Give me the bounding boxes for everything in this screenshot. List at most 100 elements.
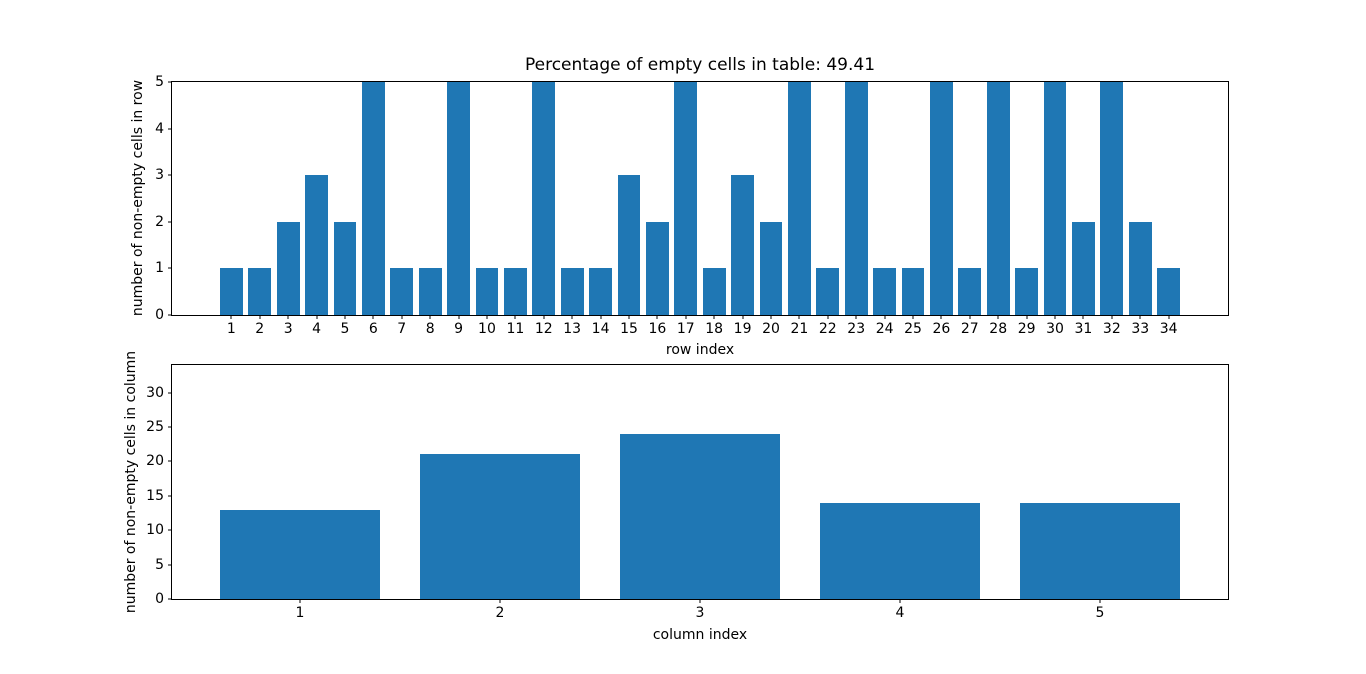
x-tick-label: 24 bbox=[875, 321, 894, 337]
row-bar-chart-axes: 1 2 3 4 5 6 7 8 9 10 11 12 13 14 15 16 17 18 19 20 21 22 23 24 2… bbox=[155, 75, 1229, 336]
x-tick-mark bbox=[827, 315, 829, 319]
x-tick-label: 15 bbox=[620, 321, 638, 337]
x-tick-mark bbox=[1054, 315, 1056, 319]
chart-title: Percentage of empty cells in table: 49.4… bbox=[524, 55, 876, 75]
x-tick-mark bbox=[344, 315, 346, 319]
bar bbox=[248, 268, 272, 315]
column-chart-x-axis-label: column index bbox=[652, 627, 748, 643]
x-tick-mark bbox=[1168, 315, 1170, 319]
x-tick-mark bbox=[770, 315, 772, 319]
x-tick-mark bbox=[600, 315, 602, 319]
y-tick-label: 15 bbox=[146, 487, 164, 504]
bar bbox=[1015, 268, 1038, 315]
row-chart-x-axis-label: row index bbox=[665, 342, 735, 358]
x-tick-mark bbox=[287, 315, 289, 319]
x-tick-label: 7 bbox=[397, 321, 407, 337]
bar bbox=[447, 82, 470, 315]
bar bbox=[702, 268, 726, 315]
bar bbox=[958, 268, 982, 315]
x-tick-label: 13 bbox=[563, 321, 582, 337]
x-tick-label: 34 bbox=[1159, 321, 1178, 337]
bar bbox=[276, 221, 300, 315]
bar bbox=[646, 221, 669, 315]
x-tick-mark bbox=[259, 315, 261, 319]
x-tick-mark bbox=[316, 315, 318, 319]
bar bbox=[617, 175, 641, 315]
x-tick-mark bbox=[656, 315, 658, 319]
x-tick-label: 2 bbox=[255, 321, 265, 337]
bar bbox=[220, 509, 380, 599]
x-tick-mark bbox=[514, 315, 516, 319]
x-tick-mark bbox=[543, 315, 545, 319]
y-tick-label: 5 bbox=[155, 74, 164, 90]
x-tick-label: 29 bbox=[1017, 321, 1036, 337]
y-tick-label: 2 bbox=[155, 213, 164, 230]
x-tick-label: 9 bbox=[454, 321, 464, 337]
y-tick-label: 5 bbox=[155, 556, 164, 573]
y-tick-mark bbox=[168, 267, 172, 269]
bar bbox=[1072, 221, 1095, 315]
bar bbox=[560, 268, 584, 315]
x-tick-mark bbox=[1082, 315, 1084, 319]
bar bbox=[532, 82, 556, 315]
bar bbox=[420, 454, 580, 599]
x-tick-mark bbox=[499, 599, 501, 603]
x-tick-mark bbox=[912, 315, 914, 319]
x-tick-label: 5 bbox=[1095, 605, 1105, 621]
y-tick-label: 3 bbox=[155, 167, 164, 184]
x-tick-label: 32 bbox=[1102, 321, 1121, 337]
x-tick-label: 8 bbox=[425, 321, 435, 337]
bar bbox=[362, 82, 385, 315]
x-tick-label: 6 bbox=[368, 321, 378, 337]
y-tick-mark bbox=[168, 460, 172, 462]
x-tick-label: 4 bbox=[895, 605, 905, 621]
x-tick-mark bbox=[571, 315, 573, 319]
x-tick-label: 30 bbox=[1046, 321, 1064, 337]
bar bbox=[820, 502, 980, 599]
x-tick-mark bbox=[899, 599, 901, 603]
x-tick-label: 3 bbox=[695, 605, 705, 621]
x-tick-mark bbox=[1111, 315, 1113, 319]
x-tick-mark bbox=[997, 315, 999, 319]
y-tick-label: 10 bbox=[146, 522, 164, 539]
x-tick-label: 18 bbox=[705, 321, 724, 337]
bar bbox=[390, 268, 414, 315]
y-tick-mark bbox=[168, 128, 172, 130]
bar bbox=[620, 433, 780, 599]
x-tick-label: 22 bbox=[818, 321, 837, 337]
x-tick-label: 26 bbox=[932, 321, 951, 337]
x-tick-label: 28 bbox=[989, 321, 1008, 337]
x-tick-label: 1 bbox=[226, 321, 236, 337]
bar bbox=[844, 82, 868, 315]
bar bbox=[1100, 82, 1124, 315]
bar bbox=[589, 268, 612, 315]
x-tick-mark bbox=[685, 315, 687, 319]
y-tick-label: 25 bbox=[146, 418, 164, 435]
bar bbox=[1020, 502, 1180, 599]
x-tick-mark bbox=[742, 315, 744, 319]
bar bbox=[816, 268, 840, 315]
x-tick-mark bbox=[429, 315, 431, 319]
x-tick-label: 12 bbox=[534, 321, 553, 337]
y-tick-mark bbox=[168, 221, 172, 223]
x-tick-label: 14 bbox=[591, 321, 610, 337]
x-tick-label: 10 bbox=[478, 321, 496, 337]
x-tick-label: 33 bbox=[1131, 321, 1150, 337]
x-tick-label: 31 bbox=[1074, 321, 1093, 337]
bar bbox=[333, 221, 357, 315]
y-tick-mark bbox=[168, 529, 172, 531]
y-tick-mark bbox=[168, 174, 172, 176]
x-tick-mark bbox=[969, 315, 971, 319]
bar bbox=[930, 82, 953, 315]
y-tick-label: 0 bbox=[155, 591, 164, 607]
x-tick-mark bbox=[1099, 599, 1101, 603]
x-tick-mark bbox=[299, 599, 301, 603]
x-tick-label: 5 bbox=[340, 321, 350, 337]
x-tick-mark bbox=[486, 315, 488, 319]
bar bbox=[1043, 82, 1067, 315]
x-tick-label: 4 bbox=[312, 321, 322, 337]
x-tick-label: 20 bbox=[762, 321, 780, 337]
x-tick-mark bbox=[1139, 315, 1141, 319]
x-tick-label: 19 bbox=[733, 321, 752, 337]
